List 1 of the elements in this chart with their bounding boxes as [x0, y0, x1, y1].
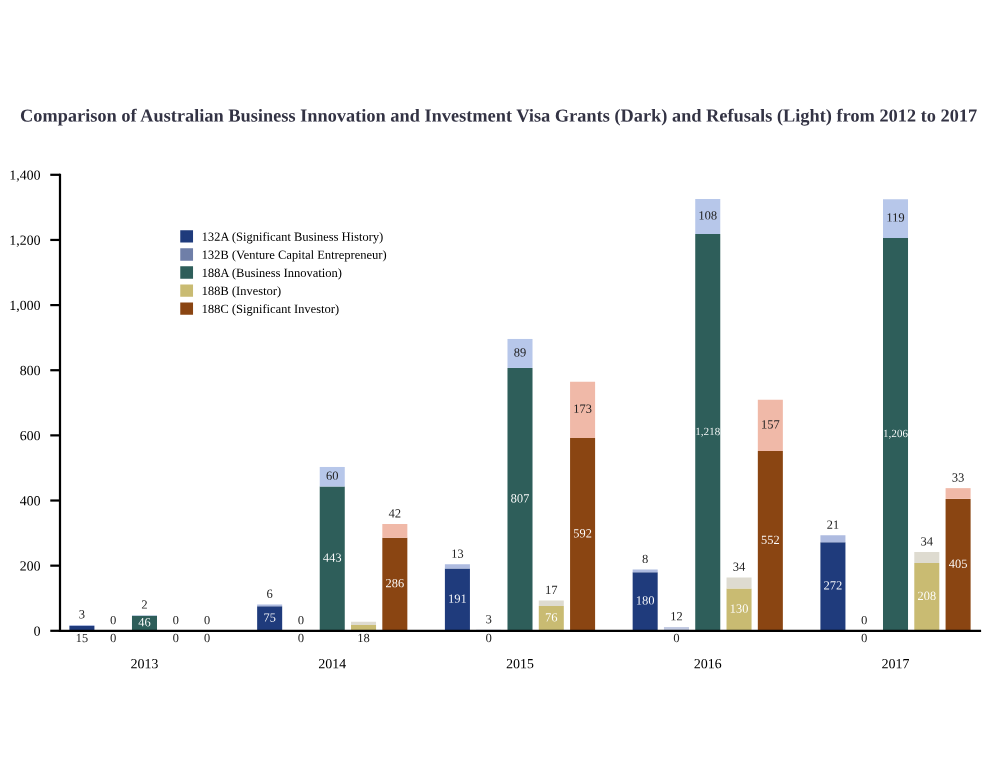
- chart-title: Comparison of Australian Business Innovation and Investment Visa Grants (Dark) and Refusals (Light) from 2012 to 2017: [20, 108, 977, 126]
